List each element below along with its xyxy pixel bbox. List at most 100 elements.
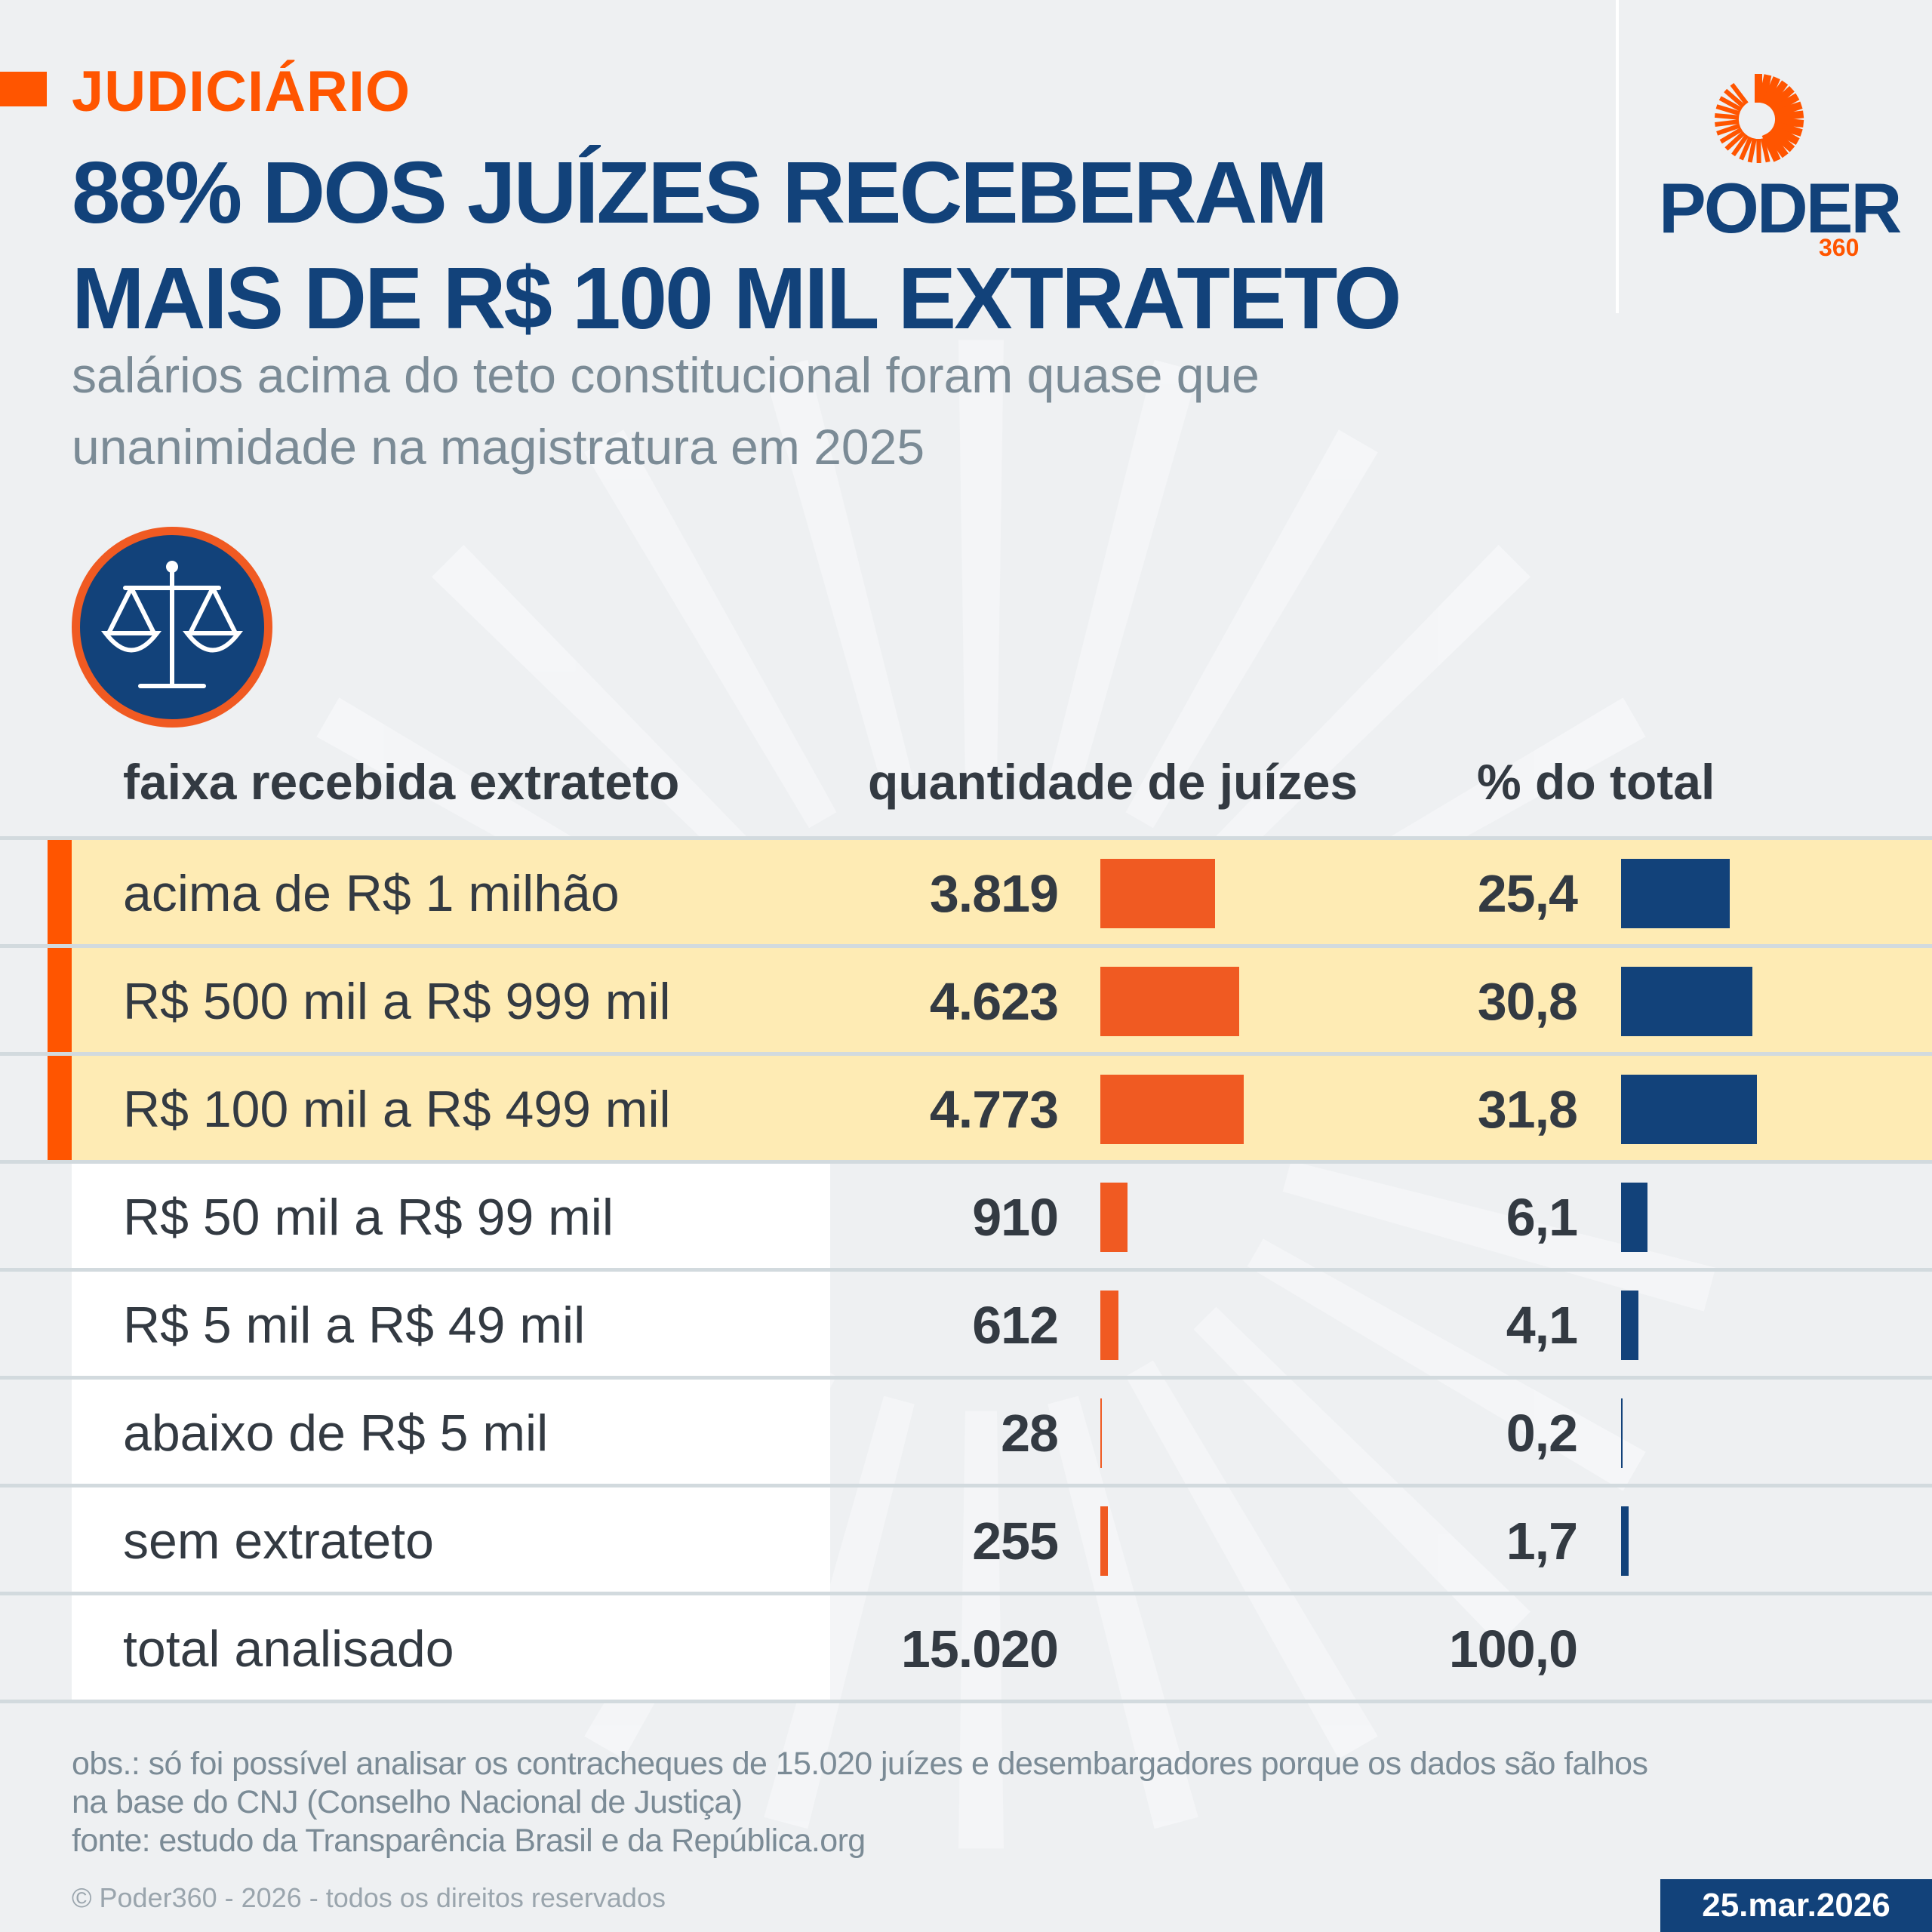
- logo-ray: [1760, 137, 1770, 163]
- count-value: 28: [1001, 1404, 1059, 1463]
- percent-bar: [1621, 859, 1730, 928]
- logo-ray: [1718, 96, 1743, 112]
- row-label: R$ 50 mil a R$ 99 mil: [123, 1189, 614, 1246]
- table-row: R$ 500 mil a R$ 999 mil 4.623 30,8: [0, 948, 1932, 1052]
- percent-bar: [1621, 1183, 1647, 1252]
- watermark-ray: [1282, 1161, 1716, 1312]
- count-value: 3.819: [929, 864, 1059, 923]
- highlight-accent: [48, 948, 72, 1052]
- logo-ray: [1774, 117, 1804, 128]
- watermark-ray: [1125, 1360, 1378, 1759]
- row-divider: [0, 1700, 1932, 1703]
- watermark-ray: [1193, 1306, 1531, 1644]
- page-title: 88% DOS JUÍZES RECEBERAM MAIS DE R$ 100 …: [72, 140, 1401, 351]
- footnote-line: na base do CNJ (Conselho Nacional de Jus…: [72, 1784, 743, 1820]
- count-value: 4.773: [929, 1080, 1059, 1139]
- watermark-ray: [1125, 429, 1378, 829]
- watermark-ray: [958, 1411, 1004, 1849]
- logo-ray: [1716, 123, 1741, 136]
- row-divider: [0, 1376, 1932, 1380]
- count-bar: [1100, 1506, 1109, 1576]
- percent-bar: [1621, 967, 1753, 1036]
- row-background: [72, 1595, 830, 1700]
- table-row: R$ 5 mil a R$ 49 mil 612 4,1: [0, 1272, 1932, 1376]
- logo-ray: [1770, 93, 1800, 115]
- count-bar: [1100, 859, 1215, 928]
- highlight-accent: [48, 840, 72, 944]
- highlight-accent: [48, 1056, 72, 1160]
- logo-ray: [1730, 82, 1749, 106]
- logo-ray: [1758, 74, 1772, 104]
- count-bar: [1100, 1183, 1128, 1252]
- logo-ray: [1714, 112, 1740, 120]
- total-row: total analisado 15.020 100,0: [0, 1595, 1932, 1700]
- row-divider: [0, 836, 1932, 840]
- table-row: R$ 50 mil a R$ 99 mil 910 6,1: [0, 1164, 1932, 1268]
- section-kicker: JUDICIÁRIO: [72, 60, 411, 124]
- watermark-ray: [958, 340, 1004, 778]
- logo-ray: [1719, 127, 1743, 144]
- logo-wordmark: PODER: [1659, 168, 1902, 248]
- subtitle: salários acima do teto constitucional fo…: [72, 340, 1260, 483]
- row-background: [72, 1272, 830, 1376]
- logo-ray: [1767, 86, 1795, 111]
- logo-ray: [1773, 101, 1803, 118]
- count-value: 4.623: [929, 972, 1059, 1031]
- divider: [1616, 0, 1619, 313]
- watermark-ray: [1193, 545, 1531, 882]
- percent-value: 1,7: [1506, 1512, 1578, 1571]
- count-bar: [1100, 1075, 1244, 1144]
- column-header-count: quantidade de juízes: [868, 754, 1358, 810]
- percent-value: 25,4: [1477, 864, 1578, 923]
- logo-ray: [1724, 88, 1746, 109]
- percent-value: 4,1: [1506, 1296, 1578, 1355]
- percent-bar: [1621, 1075, 1757, 1144]
- watermark-ray: [432, 545, 769, 882]
- subtitle-line: salários acima do teto constitucional fo…: [72, 347, 1260, 403]
- percent-bar: [1621, 1506, 1629, 1576]
- watermark-ray: [764, 1395, 915, 1829]
- row-label: abaixo de R$ 5 mil: [123, 1404, 549, 1462]
- row-background: [72, 1380, 830, 1484]
- logo-ray: [1770, 124, 1800, 145]
- table-row: abaixo de R$ 5 mil 28 0,2: [0, 1380, 1932, 1484]
- poder360-sunburst-logo-icon: [1714, 74, 1804, 164]
- row-background: [72, 1164, 830, 1268]
- watermark-ray: [584, 429, 837, 829]
- scales-of-justice-icon: [72, 527, 272, 728]
- logo-ray: [1739, 136, 1753, 161]
- kicker-mark: [0, 72, 47, 106]
- row-divider: [0, 1160, 1932, 1164]
- logo-ray: [1715, 119, 1740, 127]
- percent-value: 31,8: [1477, 1080, 1578, 1139]
- source-line: fonte: estudo da Transparência Brasil e …: [72, 1823, 866, 1859]
- row-divider: [0, 1484, 1932, 1487]
- count-value: 612: [972, 1296, 1059, 1355]
- percent-bar: [1621, 1398, 1623, 1468]
- count-bar: [1100, 967, 1239, 1036]
- percent-bar: [1621, 1291, 1639, 1360]
- row-divider: [0, 1268, 1932, 1272]
- total-label: total analisado: [123, 1620, 454, 1678]
- title-line: MAIS DE R$ 100 MIL EXTRATETO: [72, 249, 1401, 347]
- row-label: R$ 500 mil a R$ 999 mil: [123, 973, 671, 1030]
- row-label: acima de R$ 1 milhão: [123, 865, 620, 922]
- row-label: R$ 5 mil a R$ 49 mil: [123, 1297, 586, 1354]
- copyright: © Poder360 - 2026 - todos os direitos re…: [72, 1882, 666, 1913]
- column-header-percent: % do total: [1477, 754, 1715, 810]
- watermark-ray: [1247, 1238, 1646, 1491]
- table-row: acima de R$ 1 milhão 3.819 25,4: [0, 840, 1932, 944]
- table-row: sem extrateto 255 1,7: [0, 1487, 1932, 1592]
- total-percent: 100,0: [1448, 1620, 1578, 1678]
- row-background: [72, 1487, 830, 1592]
- row-label: sem extrateto: [123, 1512, 434, 1570]
- percent-value: 6,1: [1506, 1188, 1578, 1247]
- count-value: 910: [972, 1188, 1059, 1247]
- percent-value: 0,2: [1506, 1404, 1578, 1463]
- logo-ray: [1715, 104, 1741, 116]
- total-count: 15.020: [900, 1620, 1059, 1678]
- row-divider: [0, 1592, 1932, 1595]
- logo-ray: [1761, 76, 1780, 106]
- percent-value: 30,8: [1477, 972, 1578, 1031]
- logo-sub: 360: [1819, 234, 1860, 261]
